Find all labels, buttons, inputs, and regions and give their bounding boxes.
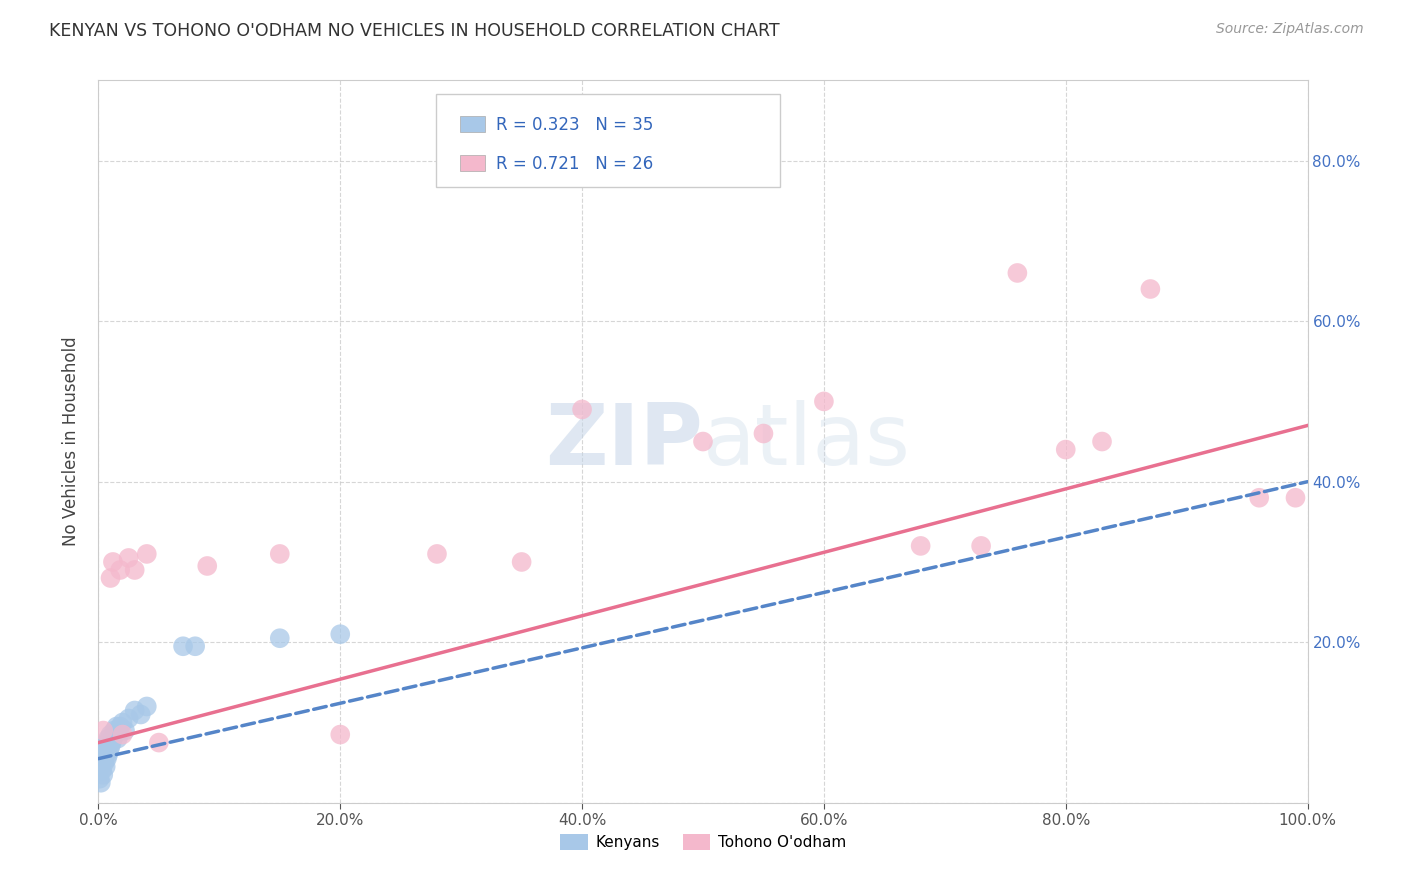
Y-axis label: No Vehicles in Household: No Vehicles in Household [62,336,80,547]
Point [91,767,114,781]
Point [91,764,114,778]
Legend: Kenyans, Tohono O'odham: Kenyans, Tohono O'odham [554,829,852,856]
Point [100,739,122,754]
Point [1007,266,1029,280]
Point [148,735,170,749]
Point [97,747,120,762]
Text: ZIP: ZIP [546,400,703,483]
Text: R = 0.323   N = 35: R = 0.323 N = 35 [496,116,654,134]
Point [269,632,291,646]
Text: Source: ZipAtlas.com: Source: ZipAtlas.com [1216,22,1364,37]
Text: KENYAN VS TOHONO O'ODHAM NO VEHICLES IN HOUSEHOLD CORRELATION CHART: KENYAN VS TOHONO O'ODHAM NO VEHICLES IN … [49,22,780,40]
Point [111,715,134,730]
Point [107,731,129,746]
Point [100,571,122,585]
Point [813,394,835,409]
Point [94,744,117,758]
Point [269,547,291,561]
Point [129,707,152,722]
Point [1139,282,1161,296]
Point [329,627,352,641]
Point [1249,491,1271,505]
Point [104,728,127,742]
Point [135,547,157,561]
Point [96,735,118,749]
Point [184,639,207,653]
Point [118,550,141,566]
Point [91,751,114,765]
Point [970,539,993,553]
Point [91,747,114,762]
Point [692,434,714,449]
Point [101,731,124,746]
Point [135,699,157,714]
Text: R = 0.721   N = 26: R = 0.721 N = 26 [496,155,654,173]
Point [172,639,194,653]
Point [101,555,124,569]
Point [1284,491,1306,505]
Point [94,760,117,774]
Point [105,719,128,733]
Point [329,728,352,742]
Point [108,563,131,577]
Point [100,728,122,742]
Point [426,547,449,561]
Point [96,751,118,765]
Point [93,739,115,754]
Point [103,723,125,738]
Text: atlas: atlas [703,400,911,483]
Point [100,735,122,749]
Point [111,728,134,742]
Point [124,703,146,717]
Point [97,731,120,746]
Point [752,426,775,441]
Point [571,402,593,417]
Point [1091,434,1114,449]
Point [910,539,932,553]
Point [1054,442,1077,457]
Point [195,558,218,574]
Point [124,563,146,577]
Point [510,555,533,569]
Point [89,772,111,786]
Point [108,723,131,738]
Point [91,723,114,738]
Point [114,723,136,738]
Point [93,756,115,770]
Point [90,776,112,790]
Point [108,719,131,733]
Point [98,744,121,758]
Point [118,712,141,726]
